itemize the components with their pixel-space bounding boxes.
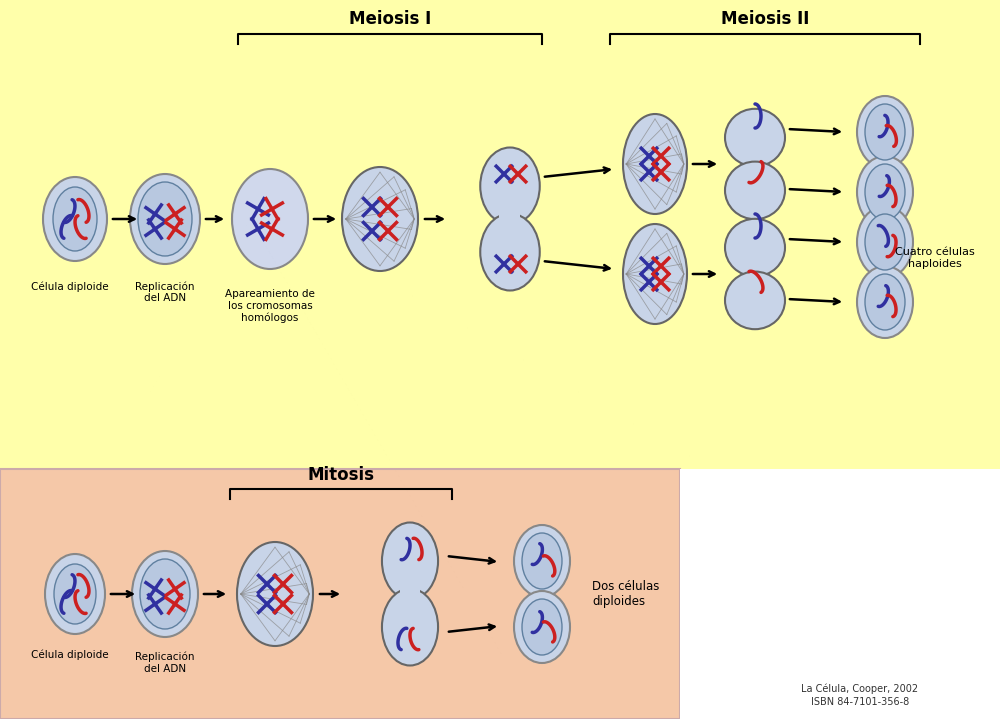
Text: Meiosis I: Meiosis I xyxy=(349,10,431,28)
Ellipse shape xyxy=(514,525,570,597)
Ellipse shape xyxy=(237,542,313,646)
FancyBboxPatch shape xyxy=(499,211,520,227)
Ellipse shape xyxy=(865,104,905,160)
FancyBboxPatch shape xyxy=(400,586,420,603)
FancyBboxPatch shape xyxy=(0,0,1000,469)
Text: Apareamiento de
los cromosomas
homólogos: Apareamiento de los cromosomas homólogos xyxy=(225,289,315,323)
Ellipse shape xyxy=(522,599,562,655)
Ellipse shape xyxy=(342,167,418,271)
Ellipse shape xyxy=(514,591,570,663)
Text: Célula diploide: Célula diploide xyxy=(31,281,109,291)
FancyBboxPatch shape xyxy=(680,469,1000,719)
Ellipse shape xyxy=(480,147,540,224)
Ellipse shape xyxy=(54,564,96,624)
Ellipse shape xyxy=(725,219,785,276)
Text: Replicación
del ADN: Replicación del ADN xyxy=(135,652,195,674)
Ellipse shape xyxy=(382,523,438,600)
Ellipse shape xyxy=(53,187,97,251)
Ellipse shape xyxy=(138,182,192,256)
Text: Mitosis: Mitosis xyxy=(307,466,374,484)
Ellipse shape xyxy=(45,554,105,634)
Ellipse shape xyxy=(623,224,687,324)
Ellipse shape xyxy=(725,272,785,329)
Ellipse shape xyxy=(857,156,913,228)
Text: Replicación
del ADN: Replicación del ADN xyxy=(135,281,195,303)
Ellipse shape xyxy=(865,274,905,330)
Ellipse shape xyxy=(865,214,905,270)
Text: Meiosis II: Meiosis II xyxy=(721,10,809,28)
Ellipse shape xyxy=(857,96,913,168)
Ellipse shape xyxy=(132,551,198,637)
Text: Cuatro células
haploides: Cuatro células haploides xyxy=(895,247,975,269)
Ellipse shape xyxy=(522,533,562,589)
Text: Dos células
diploides: Dos células diploides xyxy=(592,580,659,608)
Text: ISBN 84-7101-356-8: ISBN 84-7101-356-8 xyxy=(811,697,909,707)
Ellipse shape xyxy=(623,114,687,214)
FancyBboxPatch shape xyxy=(0,469,680,719)
Text: Célula diploide: Célula diploide xyxy=(31,649,109,659)
Ellipse shape xyxy=(480,214,540,290)
Ellipse shape xyxy=(857,206,913,278)
Ellipse shape xyxy=(725,109,785,166)
Ellipse shape xyxy=(140,559,190,629)
Ellipse shape xyxy=(232,169,308,269)
Ellipse shape xyxy=(130,174,200,264)
Text: La Célula, Cooper, 2002: La Célula, Cooper, 2002 xyxy=(801,684,919,694)
Ellipse shape xyxy=(43,177,107,261)
Ellipse shape xyxy=(857,266,913,338)
Ellipse shape xyxy=(865,164,905,220)
Ellipse shape xyxy=(725,162,785,219)
Ellipse shape xyxy=(382,588,438,666)
